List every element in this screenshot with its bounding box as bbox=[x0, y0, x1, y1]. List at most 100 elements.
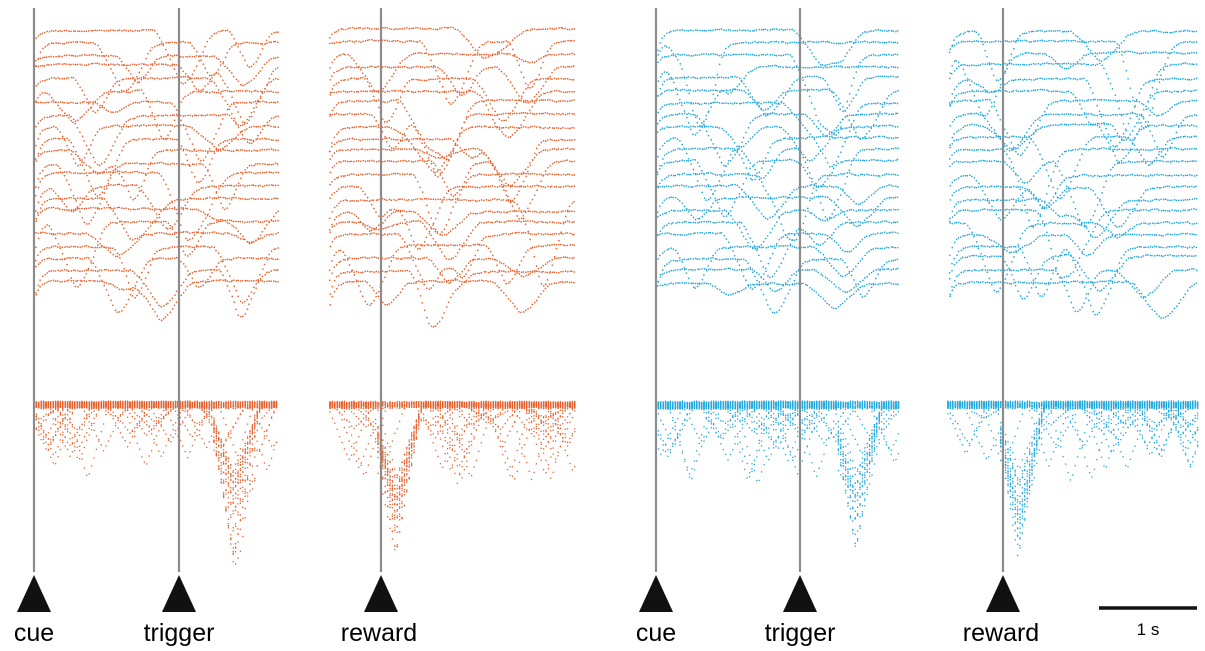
trace-dots bbox=[329, 404, 576, 519]
trace-dots bbox=[947, 406, 1199, 511]
trace-dots bbox=[655, 405, 900, 503]
trace-dots bbox=[657, 231, 899, 290]
trace-dots bbox=[948, 207, 1198, 279]
trace-dots bbox=[655, 406, 900, 459]
trace-dots bbox=[947, 400, 1199, 503]
trace-dots bbox=[329, 172, 576, 236]
trace-dots bbox=[328, 256, 575, 285]
trace-dots bbox=[329, 278, 575, 314]
trigger-marker-1 bbox=[162, 575, 196, 612]
trace-dots bbox=[655, 405, 900, 519]
trace-dots bbox=[329, 405, 576, 548]
trace-dots bbox=[657, 244, 899, 289]
trace-dots bbox=[328, 137, 576, 204]
trace-dots bbox=[657, 135, 899, 202]
trace-dots bbox=[35, 256, 279, 314]
trace-dots bbox=[655, 404, 900, 458]
trace-dots bbox=[656, 28, 899, 67]
trace-dots bbox=[947, 402, 1199, 515]
trace-dots bbox=[947, 403, 1199, 468]
trace-dots bbox=[33, 403, 278, 484]
trace-dots bbox=[329, 65, 575, 104]
trace-dots bbox=[33, 403, 278, 554]
reward-label-2: reward bbox=[963, 619, 1039, 647]
trace-dots bbox=[655, 403, 900, 498]
trace-dots bbox=[947, 400, 1199, 467]
trace-dots bbox=[35, 123, 280, 167]
trace-dots bbox=[329, 401, 576, 450]
trace-dots bbox=[328, 243, 576, 307]
trace-dots bbox=[33, 402, 278, 556]
trace-dots bbox=[655, 403, 900, 477]
trace-dots bbox=[329, 159, 576, 220]
trace-dots bbox=[947, 400, 1199, 457]
trace-dots bbox=[949, 123, 1198, 163]
trace-dots bbox=[329, 89, 575, 139]
trace-dots bbox=[947, 403, 1199, 539]
trace-dots bbox=[655, 404, 900, 451]
trace-dots bbox=[657, 88, 899, 140]
trace-dots bbox=[329, 231, 575, 291]
trace-dots bbox=[657, 112, 899, 167]
trace-dots bbox=[949, 220, 1198, 293]
trace-dots bbox=[329, 405, 576, 547]
trace-dots bbox=[33, 400, 278, 464]
reward-marker-1 bbox=[364, 575, 398, 612]
trace-dots bbox=[947, 402, 1199, 524]
trace-dots bbox=[34, 219, 279, 288]
trace-dots bbox=[35, 53, 279, 87]
trace-dots bbox=[657, 53, 899, 137]
trace-dots bbox=[656, 281, 899, 310]
trace-dots bbox=[328, 197, 575, 287]
trace-dots bbox=[655, 401, 900, 470]
trace-dots bbox=[329, 76, 575, 123]
cue-marker-2 bbox=[639, 575, 673, 612]
trace-dots bbox=[35, 183, 279, 230]
trace-dots bbox=[947, 400, 1199, 529]
trace-dots bbox=[35, 137, 279, 197]
trace-dots bbox=[35, 230, 279, 258]
trace-dots bbox=[948, 29, 1198, 82]
trace-dots bbox=[655, 404, 900, 455]
trace-dots bbox=[947, 401, 1199, 468]
trace-dots bbox=[655, 406, 900, 485]
trace-dots bbox=[949, 88, 1197, 142]
trace-dots bbox=[949, 185, 1197, 228]
trace-dots bbox=[329, 51, 576, 93]
trace-dots bbox=[949, 135, 1198, 200]
trace-dots bbox=[948, 77, 1198, 148]
trace-dots bbox=[949, 267, 1198, 313]
trace-dots bbox=[655, 401, 900, 520]
trace-dots bbox=[949, 173, 1198, 221]
trace-dots bbox=[656, 183, 899, 221]
cue-marker-1 bbox=[17, 575, 51, 612]
trace-dots bbox=[947, 400, 1199, 540]
trace-dots bbox=[947, 404, 1199, 445]
trace-dots bbox=[949, 98, 1198, 157]
trace-dots bbox=[947, 401, 1199, 470]
trace-dots bbox=[329, 400, 576, 487]
trace-dots bbox=[655, 405, 900, 484]
trigger-label-2: trigger bbox=[765, 619, 836, 647]
trace-dots bbox=[949, 112, 1198, 158]
trace-dots bbox=[33, 402, 278, 448]
trace-dots bbox=[947, 402, 1199, 519]
trace-dots bbox=[655, 402, 900, 491]
trace-dots bbox=[948, 62, 1198, 141]
trace-dots bbox=[947, 405, 1199, 547]
trace-dots bbox=[947, 403, 1199, 525]
scale-bar-label: 1 s bbox=[1137, 620, 1160, 639]
cue-label-1: cue bbox=[14, 619, 54, 647]
trace-dots bbox=[329, 405, 576, 506]
trace-dots bbox=[329, 402, 576, 551]
trace-dots bbox=[655, 401, 900, 545]
trace-dots bbox=[328, 219, 575, 261]
trace-dots bbox=[329, 98, 575, 161]
trace-dots bbox=[33, 402, 278, 500]
trace-dots bbox=[656, 195, 899, 228]
trace-dots bbox=[656, 158, 899, 218]
trace-dots bbox=[657, 267, 899, 293]
condition-2-traces bbox=[655, 28, 1199, 557]
trace-dots bbox=[34, 244, 280, 304]
